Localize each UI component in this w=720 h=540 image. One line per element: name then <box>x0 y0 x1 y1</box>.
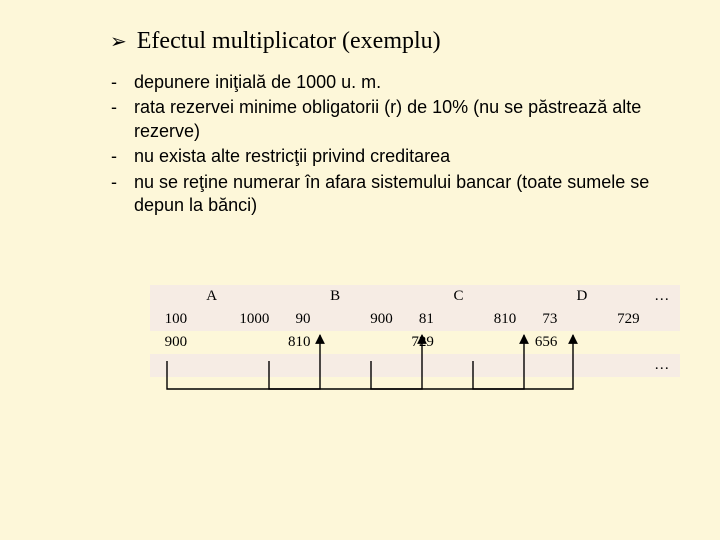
table-row: … <box>150 354 680 377</box>
slide-title: Efectul multiplicator (exemplu) <box>137 28 441 55</box>
cell <box>438 331 520 354</box>
cell <box>150 354 191 377</box>
cell <box>315 331 397 354</box>
table-row: 100 1000 90 900 81 810 73 729 <box>150 308 680 331</box>
col-header: D <box>520 285 643 308</box>
cell <box>561 354 643 377</box>
col-header: B <box>273 285 396 308</box>
cell <box>644 308 680 331</box>
list-item: - nu se reţine numerar în afara sistemul… <box>110 171 660 218</box>
slide-title-row: ➢ Efectul multiplicator (exemplu) <box>110 28 660 55</box>
multiplier-table-wrap: A B C D … 100 1000 90 900 81 810 73 729 <box>150 285 680 377</box>
cell: 729 <box>561 308 643 331</box>
cell: 1000 <box>191 308 273 331</box>
cell: 900 <box>315 308 397 331</box>
dash-icon: - <box>110 171 118 194</box>
list-item: - depunere iniţială de 1000 u. m. <box>110 71 660 94</box>
multiplier-table: A B C D … 100 1000 90 900 81 810 73 729 <box>150 285 680 377</box>
bullet-text: nu exista alte restricţii privind credit… <box>134 145 660 168</box>
chevron-right-icon: ➢ <box>110 32 127 52</box>
cell: 810 <box>438 308 520 331</box>
table-header-row: A B C D … <box>150 285 680 308</box>
cell: 656 <box>520 331 561 354</box>
cell <box>397 354 438 377</box>
cell <box>191 331 273 354</box>
bullet-text: depunere iniţială de 1000 u. m. <box>134 71 660 94</box>
cell <box>273 354 314 377</box>
cell: 729 <box>397 331 438 354</box>
cell: 100 <box>150 308 191 331</box>
list-item: - rata rezervei minime obligatorii (r) d… <box>110 96 660 143</box>
col-header-ellipsis: … <box>644 285 680 308</box>
cell-ellipsis: … <box>644 354 680 377</box>
cell: 73 <box>520 308 561 331</box>
cell: 81 <box>397 308 438 331</box>
col-header: A <box>150 285 273 308</box>
dash-icon: - <box>110 71 118 94</box>
cell <box>191 354 273 377</box>
cell: 810 <box>273 331 314 354</box>
table-row: 900 810 729 656 <box>150 331 680 354</box>
cell <box>644 331 680 354</box>
slide: ➢ Efectul multiplicator (exemplu) - depu… <box>0 0 720 540</box>
cell <box>438 354 520 377</box>
cell: 90 <box>273 308 314 331</box>
cell <box>315 354 397 377</box>
cell <box>561 331 643 354</box>
bullet-text: nu se reţine numerar în afara sistemului… <box>134 171 660 218</box>
bullet-text: rata rezervei minime obligatorii (r) de … <box>134 96 660 143</box>
bullet-list: - depunere iniţială de 1000 u. m. - rata… <box>110 71 660 217</box>
cell <box>520 354 561 377</box>
dash-icon: - <box>110 145 118 168</box>
dash-icon: - <box>110 96 118 119</box>
list-item: - nu exista alte restricţii privind cred… <box>110 145 660 168</box>
cell: 900 <box>150 331 191 354</box>
col-header: C <box>397 285 520 308</box>
